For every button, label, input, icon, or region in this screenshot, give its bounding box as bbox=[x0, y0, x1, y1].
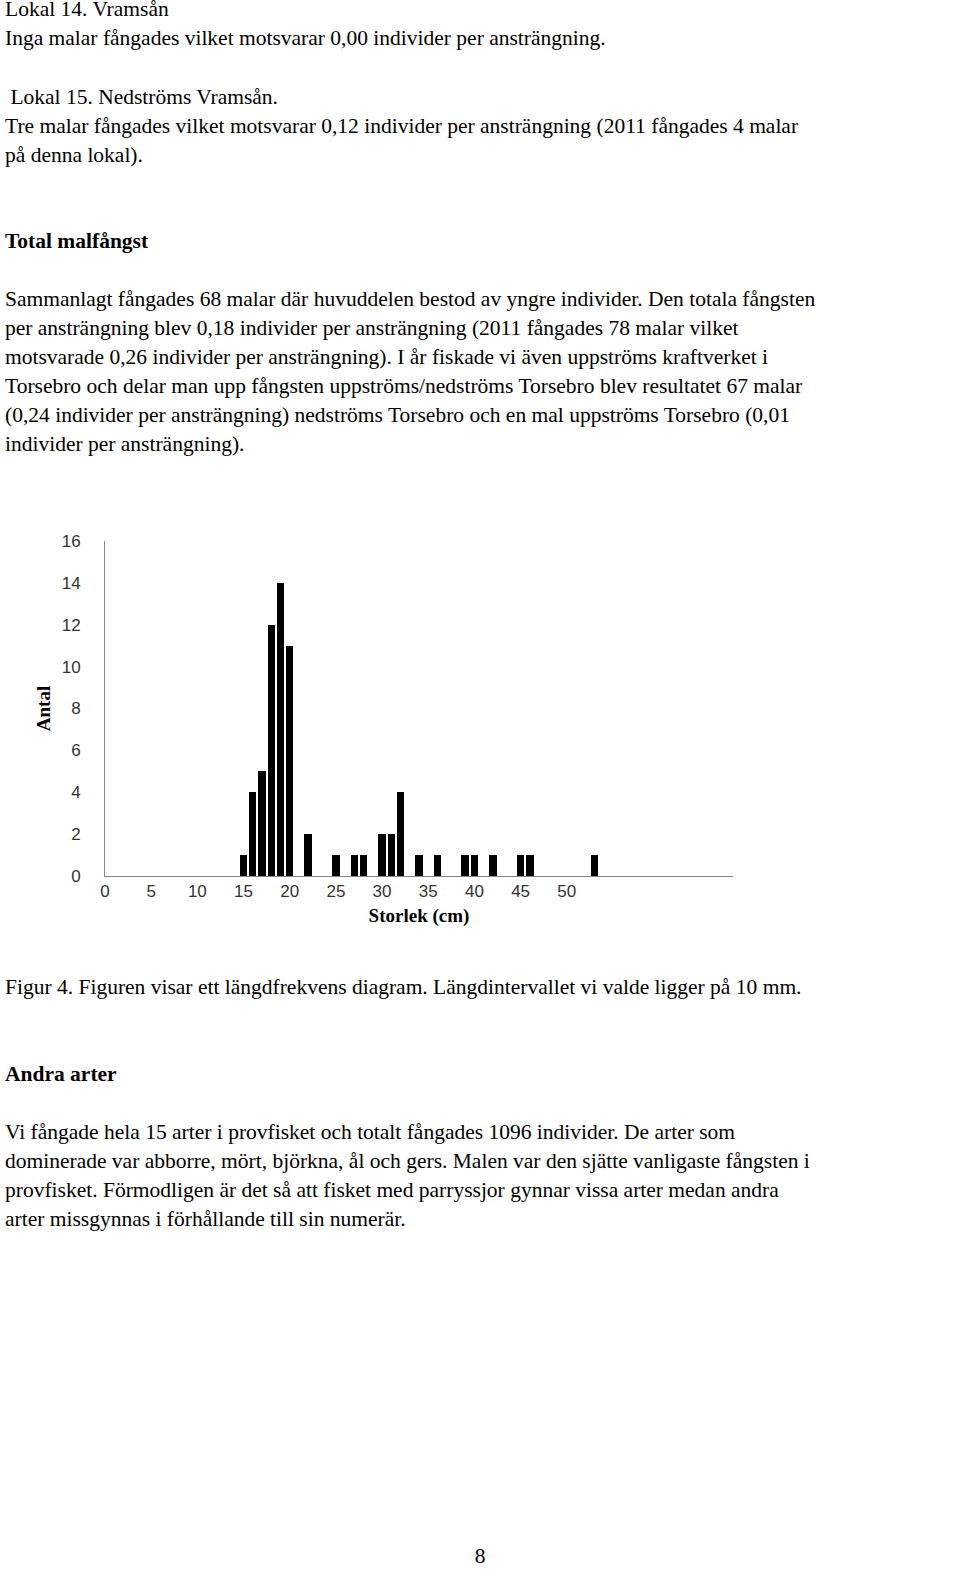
html-text:Lokal 15. Nedströms Vramsån.: Lokal 15. Nedströms Vramsån. bbox=[5, 85, 278, 109]
svg-text:0: 0 bbox=[71, 867, 80, 886]
html-text:individer per ansträngning).: individer per ansträngning). bbox=[5, 432, 245, 456]
html-text:arter missgynnas i förhållande: arter missgynnas i förhållande till sin … bbox=[5, 1207, 406, 1231]
html-text:Inga malar fångades vilket mot: Inga malar fångades vilket motsvarar 0,0… bbox=[5, 26, 606, 50]
svg-text:30: 30 bbox=[373, 882, 392, 901]
svg-text:12: 12 bbox=[62, 616, 81, 635]
html-text:8: 8 bbox=[474, 1544, 486, 1568]
svg-text:16: 16 bbox=[62, 532, 81, 551]
html-text:dominerade var abborre, mört,: dominerade var abborre, mört, björkna, å… bbox=[5, 1149, 810, 1173]
svg-text:0: 0 bbox=[100, 882, 109, 901]
svg-text:Antal: Antal bbox=[33, 686, 54, 731]
svg-text:25: 25 bbox=[326, 882, 345, 901]
svg-text:4: 4 bbox=[71, 783, 80, 802]
html-text:Vi fångade hela 15 arter i pro: Vi fångade hela 15 arter i provfisket oc… bbox=[5, 1120, 736, 1144]
html-text:Sammanlagt fångades 68 malar d: Sammanlagt fångades 68 malar där huvudde… bbox=[5, 287, 816, 311]
html-text:på denna lokal).: på denna lokal). bbox=[5, 143, 143, 167]
svg-text:10: 10 bbox=[188, 882, 207, 901]
svg-text:Storlek (cm): Storlek (cm) bbox=[369, 905, 470, 927]
html-text:Torsebro och delar man upp fån: Torsebro och delar man upp fångsten upps… bbox=[5, 374, 803, 398]
svg-text:8: 8 bbox=[71, 699, 80, 718]
svg-text:6: 6 bbox=[71, 741, 80, 760]
svg-text:2: 2 bbox=[71, 825, 80, 844]
html-text:Tre malar fångades vilket mots: Tre malar fångades vilket motsvarar 0,12… bbox=[5, 114, 799, 138]
svg-text:20: 20 bbox=[280, 882, 299, 901]
svg-text:35: 35 bbox=[419, 882, 438, 901]
svg-text:15: 15 bbox=[234, 882, 253, 901]
svg-text:40: 40 bbox=[465, 882, 484, 901]
svg-text:14: 14 bbox=[62, 574, 81, 593]
html-text:Figur 4. Figuren visar ett län: Figur 4. Figuren visar ett längdfrekvens… bbox=[5, 975, 802, 999]
svg-text:5: 5 bbox=[146, 882, 155, 901]
html-text:motsvarade 0,26 individer per: motsvarade 0,26 individer per ansträngni… bbox=[5, 345, 768, 369]
svg-text:45: 45 bbox=[511, 882, 530, 901]
html-text:per ansträngning blev 0,18 ind: per ansträngning blev 0,18 individer per… bbox=[5, 316, 739, 340]
svg-text:10: 10 bbox=[62, 658, 81, 677]
html-text:provfisket. Förmodligen är det: provfisket. Förmodligen är det så att fi… bbox=[5, 1178, 779, 1202]
html-text:(0,24 individer per ansträngni: (0,24 individer per ansträngning) nedstr… bbox=[5, 403, 790, 427]
html-text:Andra arter: Andra arter bbox=[5, 1062, 117, 1086]
svg-text:50: 50 bbox=[557, 882, 576, 901]
html-text:Total malfångst: Total malfångst bbox=[5, 229, 149, 253]
